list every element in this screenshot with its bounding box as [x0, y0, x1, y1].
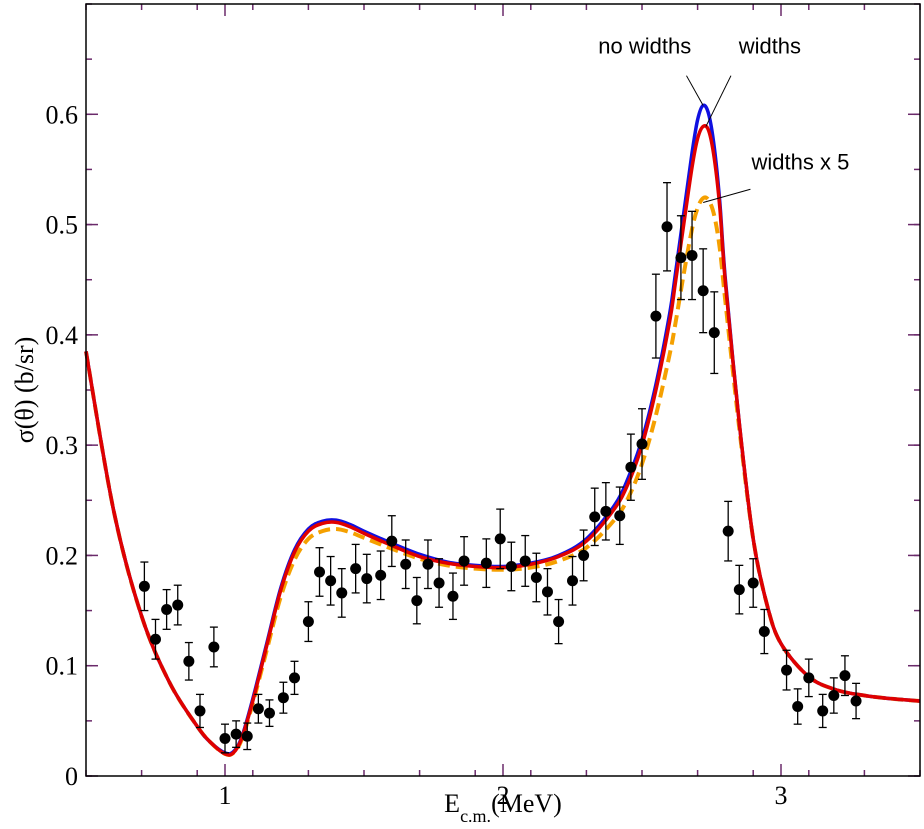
y-tick-label: 0.4: [46, 321, 79, 350]
data-point: [336, 587, 348, 599]
data-point: [314, 566, 326, 578]
tick-labels: 1 2 3 0 0.1 0.2 0.3 0.4 0.5 0.6: [46, 100, 788, 810]
data-point: [519, 555, 531, 567]
data-point: [302, 616, 314, 628]
x-axis-label-sub: c.m.: [460, 806, 491, 826]
data-point: [386, 535, 398, 547]
y-tick-label: 0.6: [46, 100, 79, 129]
data-point: [172, 599, 184, 611]
data-point: [625, 461, 637, 473]
data-point: [458, 555, 470, 567]
plot-frame: [85, 3, 921, 777]
data-point: [289, 672, 300, 684]
data-point: [817, 705, 829, 717]
data-point: [447, 590, 459, 602]
data-point: [350, 563, 362, 575]
data-point: [600, 505, 612, 517]
data-point: [803, 672, 815, 684]
annotation-leader-0: [686, 75, 704, 106]
data-point: [219, 733, 231, 745]
data-point: [578, 549, 590, 561]
y-axis-label: σ(θ) (b/sr): [10, 337, 39, 444]
data-point: [792, 701, 804, 713]
data-point: [553, 616, 565, 628]
y-tick-label: 0.3: [46, 431, 79, 460]
data-point: [697, 285, 709, 297]
annotations: no widths widths widths x 5: [598, 34, 849, 203]
minor-ticks: [85, 3, 921, 777]
data-point: [400, 558, 412, 570]
data-point: [733, 584, 745, 596]
data-point: [530, 571, 542, 583]
y-tick-label: 0: [65, 762, 78, 791]
x-axis-label: Ec.m.(MeV): [444, 789, 562, 826]
data-point: [505, 560, 517, 572]
data-point: [230, 728, 242, 740]
data-point: [241, 730, 253, 742]
x-axis-label-main: E: [444, 789, 460, 818]
data-point: [839, 670, 851, 682]
data-point: [208, 641, 220, 653]
data-point: [650, 310, 662, 322]
series-line-no-widths: [84, 103, 921, 756]
data-point: [422, 558, 434, 570]
annotation-leader-2: [703, 188, 751, 203]
data-point: [494, 533, 506, 545]
annotation-label: no widths: [598, 34, 691, 59]
x-tick-label: 1: [219, 781, 232, 810]
data-point: [828, 689, 840, 701]
data-point: [433, 577, 445, 589]
series-line-widths: [84, 124, 921, 757]
data-point: [361, 573, 373, 585]
data-point: [722, 525, 734, 537]
data-point: [161, 603, 173, 615]
data-point: [589, 511, 601, 523]
y-tick-label: 0.5: [46, 211, 79, 240]
y-tick-label: 0.1: [46, 652, 79, 681]
series-line-widths-x-5: [84, 195, 921, 757]
x-tick-label: 3: [775, 781, 788, 810]
annotation-label: widths: [738, 34, 801, 59]
data-point: [686, 249, 698, 261]
data-point: [781, 664, 793, 676]
major-ticks: [86, 4, 920, 777]
data-point: [183, 655, 195, 667]
data-points: [138, 182, 862, 754]
data-point: [480, 557, 492, 569]
data-point: [252, 703, 264, 715]
annotation-leader-1: [705, 75, 732, 127]
data-point: [675, 252, 687, 264]
data-point: [411, 595, 423, 607]
x-axis-label-unit: (MeV): [491, 789, 562, 818]
data-point: [194, 705, 206, 717]
data-point: [138, 580, 150, 592]
y-tick-label: 0.2: [46, 541, 79, 570]
data-point: [325, 575, 337, 587]
data-point: [375, 569, 387, 581]
annotation-label: widths x 5: [751, 149, 850, 174]
data-point: [614, 510, 626, 522]
model-curves: [84, 103, 921, 757]
x-tick-label: 2: [497, 781, 510, 810]
data-point: [758, 626, 770, 638]
data-point: [708, 327, 720, 339]
data-point: [277, 692, 289, 704]
data-point: [747, 577, 759, 589]
data-point: [567, 575, 578, 587]
data-point: [541, 586, 553, 598]
data-point: [150, 633, 161, 645]
data-point: [850, 695, 862, 707]
data-point: [263, 707, 275, 719]
data-point: [636, 438, 648, 450]
data-point: [661, 221, 673, 233]
